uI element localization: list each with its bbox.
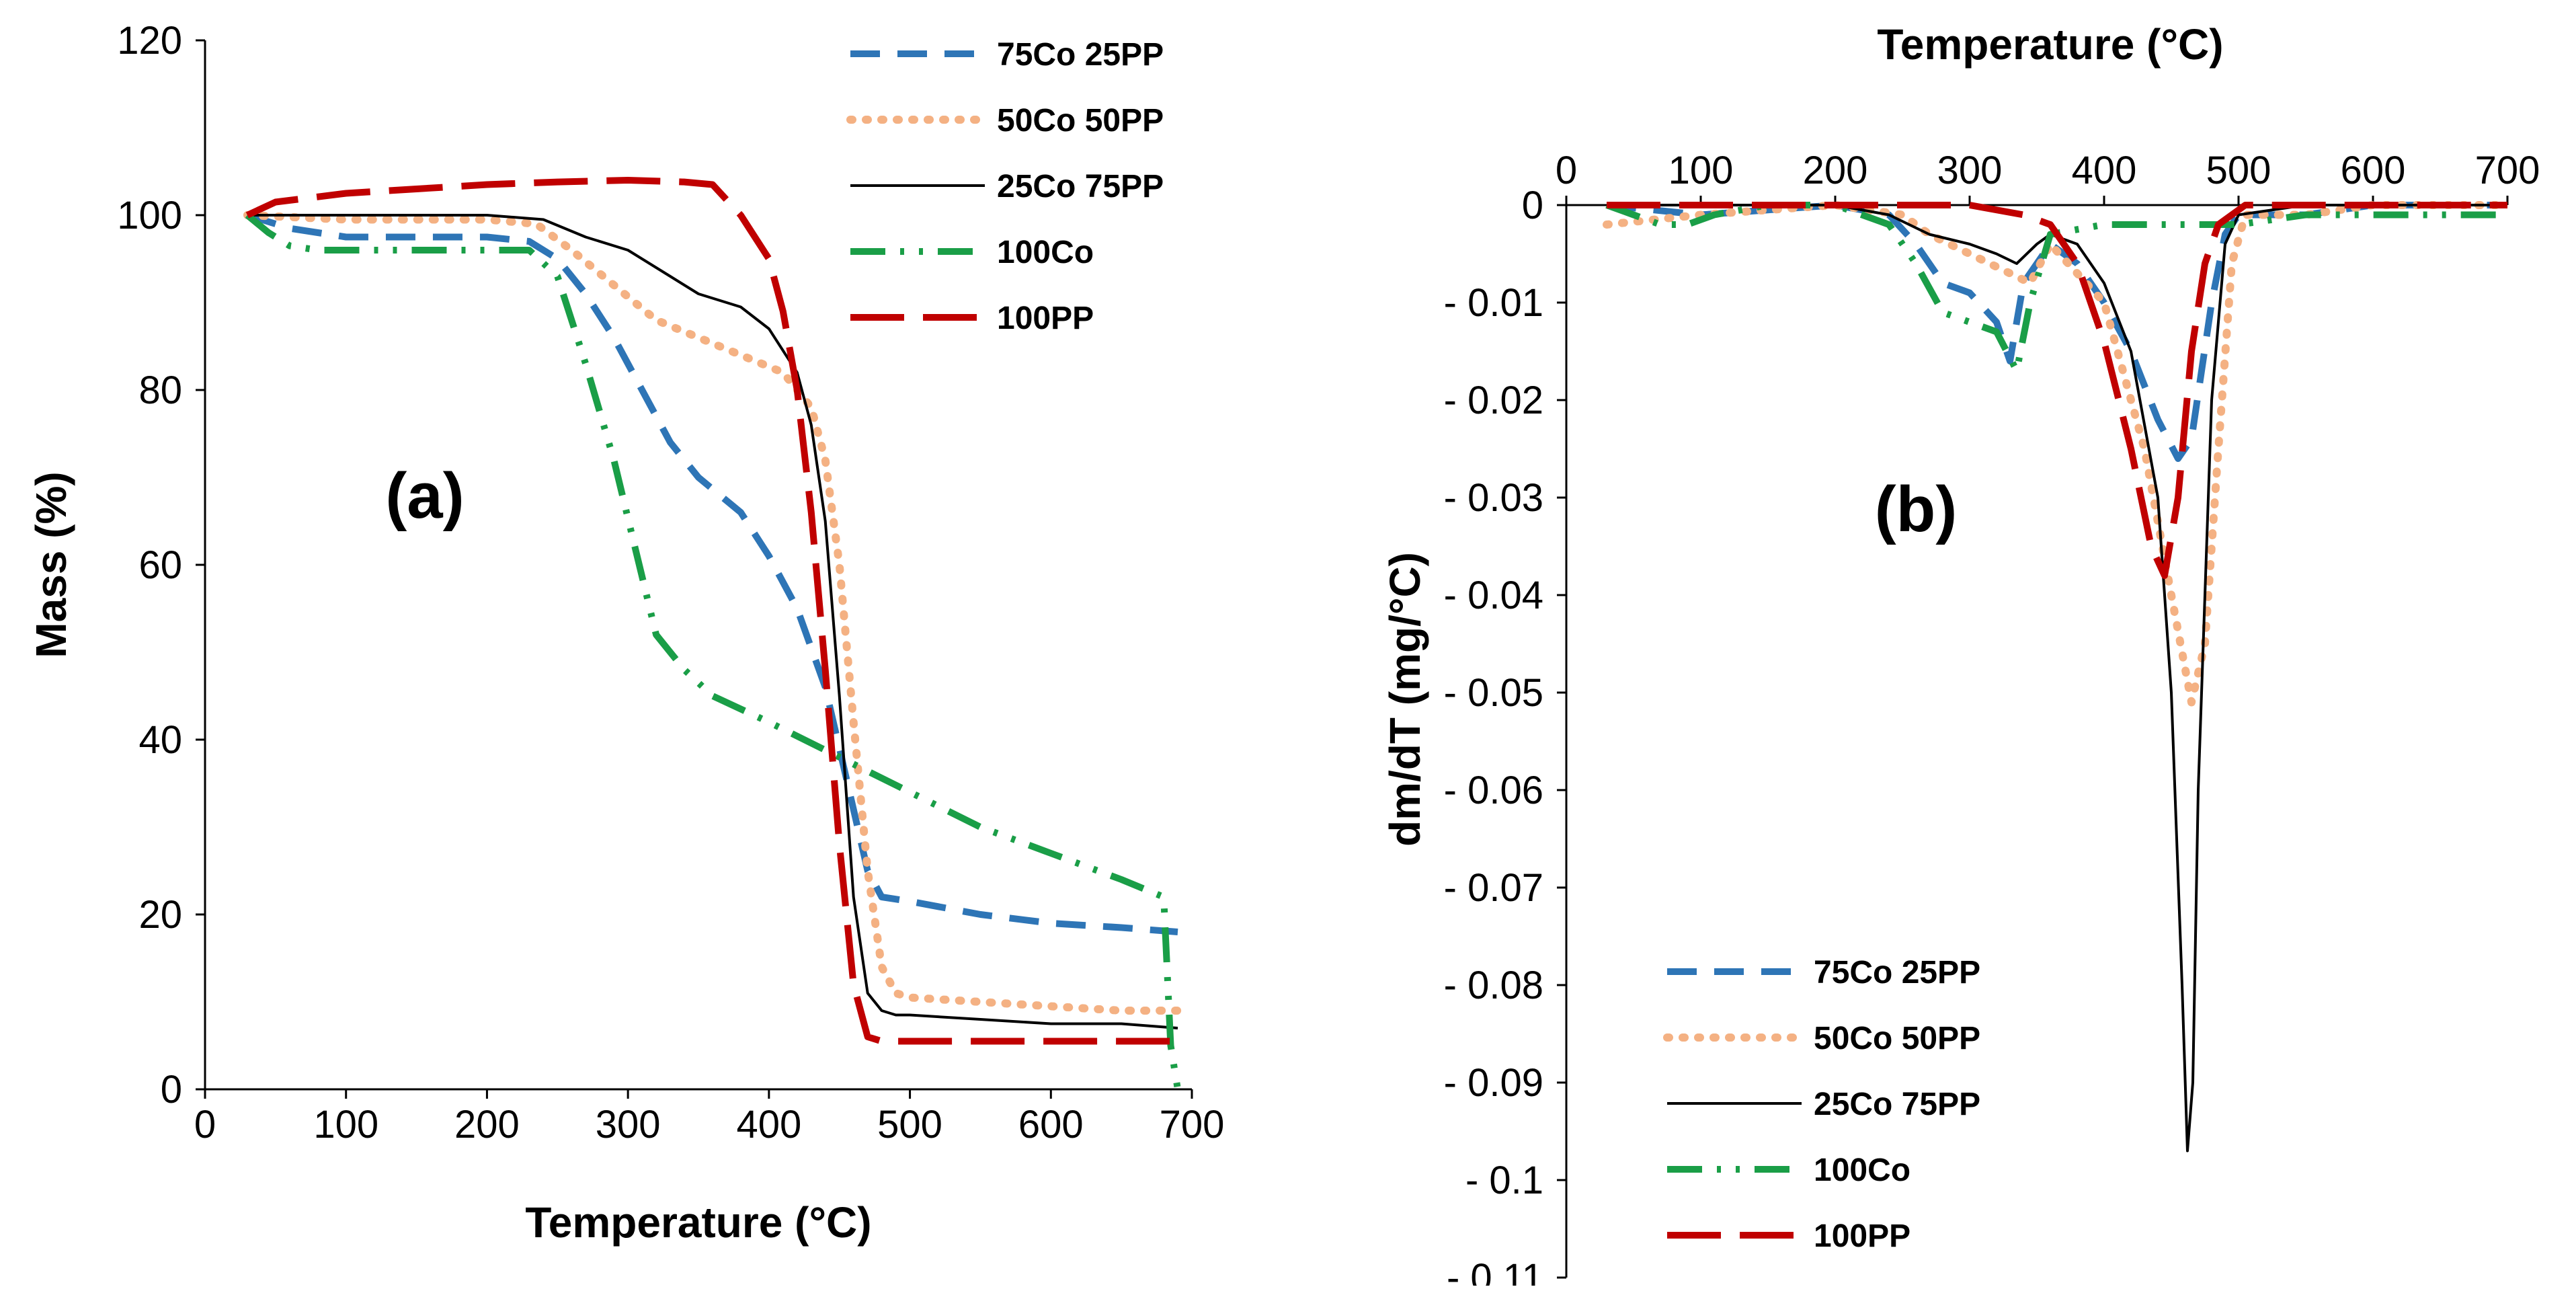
legend: 75Co 25PP 50Co 50PP 25Co 75PP 100Co 100PP <box>846 37 1164 336</box>
chart-panel-a: 0 100 200 300 400 500 600 700 0 20 40 60 80 100 120 75C… <box>27 19 1224 1247</box>
series-line-75co-25pp <box>1606 202 2507 462</box>
y-axis-title: Mass (%) <box>27 471 75 658</box>
series-line-50co-50pp <box>243 211 1182 1015</box>
y-tick-label: - 0.08 <box>1444 964 1543 1007</box>
x-tick-label: 100 <box>313 1103 378 1146</box>
x-axis-title: Temperature (°C) <box>525 1198 871 1247</box>
y-tick-label: 40 <box>138 718 182 762</box>
y-tick-label: - 0.1 <box>1465 1159 1543 1202</box>
y-tick-label: - 0.06 <box>1444 769 1543 812</box>
x-tick-label: 0 <box>1556 149 1577 192</box>
legend-label: 100Co <box>1814 1153 1910 1188</box>
legend-label: 100Co <box>997 235 1094 270</box>
x-tick-label: 700 <box>1160 1103 1225 1146</box>
x-tick-label: 200 <box>454 1103 520 1146</box>
y-tick-label: - 0.03 <box>1444 476 1543 520</box>
series-line-100co <box>1605 202 2507 375</box>
x-tick-label: 300 <box>1937 149 2003 192</box>
legend-label: 25Co 75PP <box>1814 1087 1980 1122</box>
legend: 75Co 25PP 50Co 50PP 25Co 75PP 100Co 100PP <box>1663 955 1980 1254</box>
y-tick-label: - 0.07 <box>1444 866 1543 910</box>
legend-label: 75Co 25PP <box>1814 955 1980 990</box>
y-tick-label: 60 <box>138 543 182 587</box>
y-tick-label: 20 <box>138 893 182 937</box>
x-tick-label: 600 <box>1018 1103 1084 1146</box>
y-axis-title: dm/dT (mg/°C) <box>1381 552 1429 847</box>
legend-label: 50Co 50PP <box>997 103 1164 139</box>
x-tick-label: 100 <box>1668 149 1734 192</box>
y-tick-label: 120 <box>117 19 182 63</box>
x-tick-label: 400 <box>2072 149 2137 192</box>
legend-label: 100PP <box>997 301 1094 336</box>
legend-label: 25Co 75PP <box>997 169 1164 204</box>
y-tick-label: - 0.09 <box>1444 1061 1543 1105</box>
x-tick-label: 0 <box>194 1103 216 1146</box>
y-tick-label: - 0.01 <box>1444 281 1543 325</box>
x-tick-label: 300 <box>596 1103 661 1146</box>
series-line-100pp <box>245 177 1178 1045</box>
series-line-25co-75pp <box>247 214 1178 1029</box>
y-tick-label: - 0.11 <box>1447 1256 1543 1286</box>
y-tick-label: 0 <box>161 1068 182 1111</box>
y-tick-label: 100 <box>117 194 182 237</box>
y-tick-label: - 0.02 <box>1444 379 1543 422</box>
series-line-100pp <box>1607 202 2507 579</box>
y-tick-label: 0 <box>1522 184 1543 227</box>
x-tick-label: 500 <box>2206 149 2271 192</box>
legend-label: 75Co 25PP <box>997 37 1164 73</box>
legend-label: 100PP <box>1814 1218 1910 1254</box>
legend-label: 50Co 50PP <box>1814 1021 1980 1056</box>
y-tick-label: 80 <box>138 368 182 412</box>
x-tick-label: 200 <box>1803 149 1868 192</box>
y-tick-label: - 0.05 <box>1444 671 1543 715</box>
y-tick-label: - 0.04 <box>1444 574 1543 617</box>
series-line-100co <box>245 212 1181 1090</box>
panel-label: (a) <box>385 460 464 532</box>
x-axis-title: Temperature (°C) <box>1877 20 2223 69</box>
x-tick-label: 600 <box>2341 149 2406 192</box>
panel-label: (b) <box>1875 473 1958 545</box>
x-tick-label: 700 <box>2475 149 2540 192</box>
x-tick-label: 400 <box>736 1103 801 1146</box>
series-line-25co-75pp <box>1607 204 2507 1153</box>
series-line-75co-25pp <box>246 212 1178 935</box>
chart-panel-b: 0 100 200 300 400 500 600 700 0 - 0.01 - 0.02 - 0.0… <box>1381 20 2540 1289</box>
x-tick-label: 500 <box>877 1103 942 1146</box>
series-line-50co-50pp <box>1603 201 2511 707</box>
